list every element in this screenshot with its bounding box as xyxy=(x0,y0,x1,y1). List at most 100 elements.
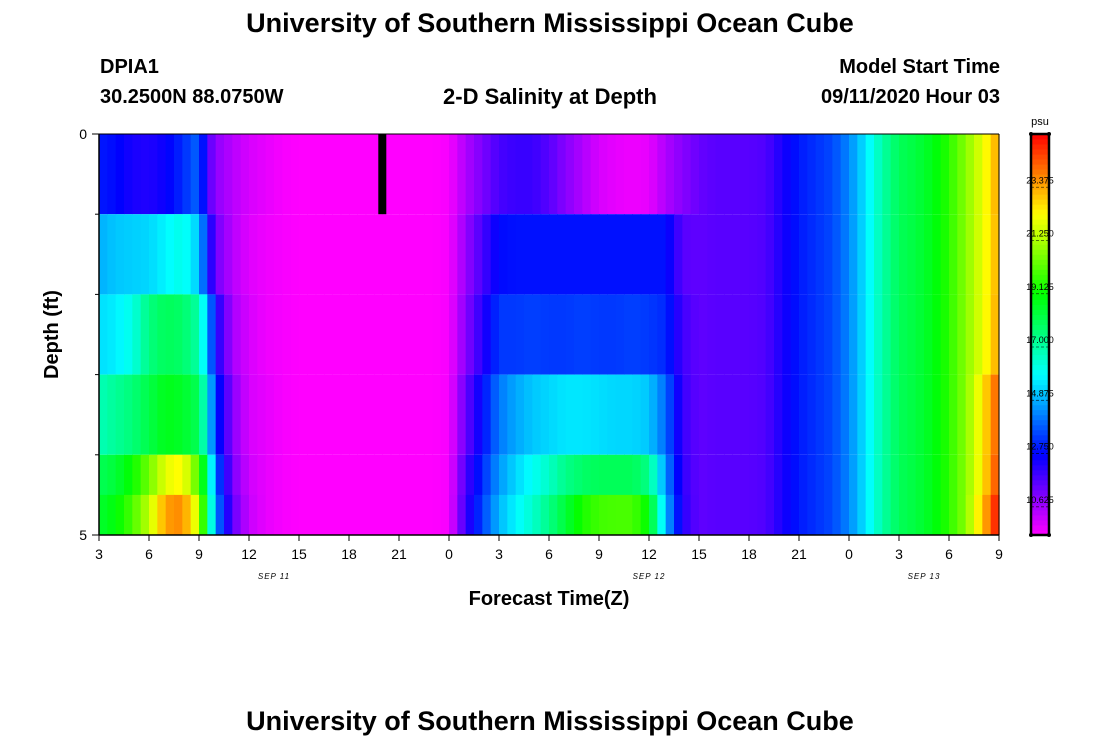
heatmap-cell xyxy=(499,294,508,375)
colorbar-segment xyxy=(1031,329,1049,335)
heatmap-cell xyxy=(507,214,517,295)
heatmap-cell xyxy=(940,374,950,455)
heatmap-cell xyxy=(132,214,142,295)
heatmap-cell xyxy=(515,134,525,215)
heatmap-cell xyxy=(532,294,542,375)
heatmap-cell xyxy=(349,374,358,455)
heatmap-cell xyxy=(590,294,600,375)
heatmap-cell xyxy=(715,494,725,535)
heatmap-cell xyxy=(599,494,608,535)
heatmap-cell xyxy=(899,134,908,215)
heatmap-cell xyxy=(490,374,500,455)
heatmap-cell xyxy=(499,494,508,535)
colorbar-segment xyxy=(1031,189,1049,195)
heatmap-cell xyxy=(107,134,117,215)
heatmap-cell xyxy=(99,214,108,295)
heatmap-cell xyxy=(432,134,442,215)
heatmap-cell xyxy=(840,214,850,295)
heatmap-cell xyxy=(449,214,458,295)
heatmap-cell xyxy=(907,374,917,455)
heatmap-cell xyxy=(215,214,225,295)
heatmap-cell xyxy=(424,494,433,535)
heatmap-cell xyxy=(390,494,400,535)
heatmap-cell xyxy=(890,214,900,295)
heatmap-cell xyxy=(299,494,308,535)
heatmap-cell xyxy=(199,294,208,375)
heatmap-cell xyxy=(649,214,658,295)
heatmap-cell xyxy=(932,294,942,375)
heatmap-cell xyxy=(382,494,392,535)
heatmap-cell xyxy=(515,374,525,455)
heatmap-cell xyxy=(957,374,967,455)
colorbar-segment xyxy=(1031,269,1049,275)
x-tick-label: 15 xyxy=(291,546,307,562)
colorbar-segment xyxy=(1031,314,1049,320)
heatmap-cell xyxy=(757,494,767,535)
heatmap-cell xyxy=(874,294,883,375)
heatmap-cell xyxy=(840,294,850,375)
heatmap-cell xyxy=(774,494,783,535)
heatmap-cell xyxy=(232,294,242,375)
heatmap-cell xyxy=(699,374,708,455)
colorbar-segment xyxy=(1031,194,1049,200)
heatmap-cell xyxy=(674,374,683,455)
heatmap-cell xyxy=(957,214,967,295)
heatmap-cell xyxy=(265,374,275,455)
heatmap-cell xyxy=(432,214,442,295)
heatmap-cell xyxy=(424,214,433,295)
heatmap-cell xyxy=(940,494,950,535)
heatmap-cell xyxy=(974,494,983,535)
heatmap-cell xyxy=(815,294,825,375)
heatmap-cell xyxy=(982,374,992,455)
heatmap-cell xyxy=(682,374,692,455)
heatmap-cell xyxy=(349,294,358,375)
y-tick-label: 0 xyxy=(79,126,87,142)
heatmap-cell xyxy=(915,294,925,375)
colorbar-corner xyxy=(1047,132,1051,136)
heatmap-cell xyxy=(590,494,600,535)
colorbar-segment xyxy=(1031,219,1049,225)
heatmap-cell xyxy=(665,214,675,295)
heatmap-cell xyxy=(849,134,858,215)
heatmap-cell xyxy=(557,134,567,215)
heatmap-cell xyxy=(657,494,667,535)
heatmap-cell xyxy=(349,134,358,215)
heatmap-cell xyxy=(532,494,542,535)
heatmap-cell xyxy=(682,134,692,215)
heatmap-cell xyxy=(190,134,200,215)
heatmap-cell xyxy=(599,374,608,455)
colorbar-segment xyxy=(1031,319,1049,325)
colorbar-segment xyxy=(1031,529,1049,536)
heatmap-cell xyxy=(315,294,325,375)
heatmap-cell xyxy=(457,374,467,455)
heatmap-cell xyxy=(507,494,517,535)
heatmap-cell xyxy=(657,134,667,215)
heatmap-cell xyxy=(224,214,233,295)
colorbar-segment xyxy=(1031,509,1049,516)
heatmap-cell xyxy=(190,374,200,455)
heatmap-cell xyxy=(365,294,375,375)
heatmap-cell xyxy=(965,294,975,375)
heatmap-cell xyxy=(174,374,183,455)
x-axis-label: Forecast Time(Z) xyxy=(469,588,630,610)
heatmap-cell xyxy=(424,294,433,375)
heatmap-cell xyxy=(324,294,333,375)
heatmap-cell xyxy=(232,374,242,455)
heatmap-cell xyxy=(782,374,792,455)
heatmap-cell xyxy=(224,494,233,535)
heatmap-cell xyxy=(632,494,642,535)
heatmap-cell xyxy=(715,134,725,215)
colorbar-segment xyxy=(1031,179,1049,185)
heatmap-cell xyxy=(257,374,267,455)
heatmap-cell xyxy=(449,134,458,215)
heatmap-cell xyxy=(415,494,425,535)
heatmap-cell xyxy=(207,294,217,375)
heatmap-cell xyxy=(832,494,842,535)
heatmap-cell xyxy=(499,214,508,295)
heatmap-cell xyxy=(707,134,717,215)
heatmap-cell xyxy=(507,374,517,455)
colorbar-segment xyxy=(1031,284,1049,290)
colorbar-segment xyxy=(1031,199,1049,205)
heatmap-cell xyxy=(699,134,708,215)
heatmap-cell xyxy=(390,134,400,215)
